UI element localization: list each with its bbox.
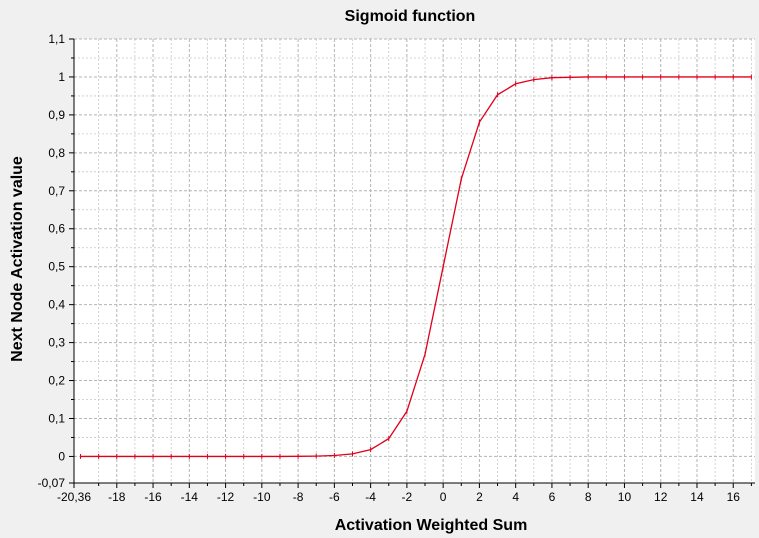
x-tick-label: 2 (476, 490, 483, 504)
y-axis-ticks: -0,07 0 0,1 0,2 0,3 0,4 0,5 0,6 0,7 0,8 0,9 1 1,1 (38, 32, 66, 490)
x-tick-label: 16 (727, 490, 741, 504)
series-line (80, 76, 752, 458)
x-tick-label: -2 (402, 490, 413, 504)
x-tick-label: -12 (217, 490, 235, 504)
x-tick-label: 6 (549, 490, 556, 504)
y-tick-label: 0,6 (48, 222, 65, 236)
y-tick-label: 0,1 (48, 411, 65, 425)
x-tick-label: -20,36 (57, 490, 91, 504)
y-tick-label: 1 (58, 70, 65, 84)
y-axis-title: Next Node Activation value (9, 156, 26, 362)
x-tick-label: 10 (618, 490, 632, 504)
x-tick-label: 12 (654, 490, 668, 504)
y-tick-label: 1,1 (48, 32, 65, 46)
y-tick-label: -0,07 (38, 476, 66, 490)
y-tick-label: 0,7 (48, 184, 65, 198)
y-tick-label: 0 (58, 449, 65, 463)
y-tick-label: 0,2 (48, 374, 65, 388)
chart-title: Sigmoid function (345, 8, 476, 25)
x-tick-label: 8 (585, 490, 592, 504)
y-tick-label: 0,8 (48, 146, 65, 160)
x-axis-ticks: -20,36 -18 -16 -14 -12 -10 -8 -6 -4 -2 0 2 4 6 8 10 12 14… (57, 490, 740, 504)
x-tick-label: -16 (144, 490, 162, 504)
y-tick-label: 0,4 (48, 298, 65, 312)
y-tick-label: 0,3 (48, 336, 65, 350)
x-tick-label: 4 (512, 490, 519, 504)
y-tick-label: 0,9 (48, 108, 65, 122)
series (80, 74, 752, 459)
x-tick-label: -8 (293, 490, 304, 504)
x-tick-label: 0 (440, 490, 447, 504)
plot-area (74, 39, 755, 483)
axes (69, 38, 755, 488)
x-tick-label: -6 (329, 490, 340, 504)
y-tick-label: 0,5 (48, 260, 65, 274)
x-axis-title: Activation Weighted Sum (335, 517, 528, 534)
x-tick-label: -14 (181, 490, 199, 504)
x-tick-label: -4 (365, 490, 376, 504)
x-tick-label: -18 (108, 490, 126, 504)
x-tick-label: -10 (253, 490, 271, 504)
x-tick-label: 14 (690, 490, 704, 504)
